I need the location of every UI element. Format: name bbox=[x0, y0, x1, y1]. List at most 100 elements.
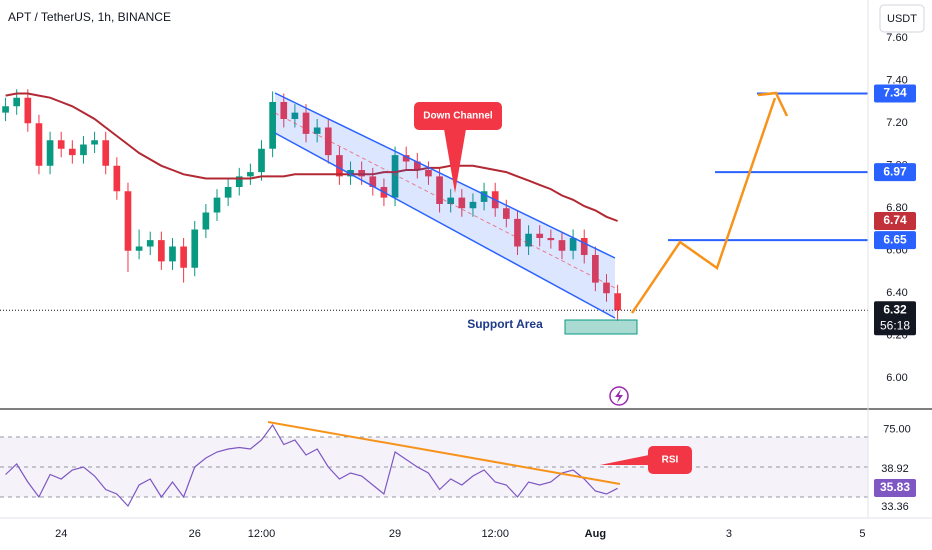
candle-body bbox=[13, 97, 21, 107]
value-tag-box bbox=[874, 478, 916, 497]
candle-body bbox=[558, 240, 566, 251]
channel-upper bbox=[274, 92, 616, 259]
candle-body bbox=[191, 229, 199, 268]
candle-body bbox=[169, 246, 176, 262]
price-label-box bbox=[874, 231, 916, 250]
candle-body bbox=[180, 246, 187, 268]
value-tag: 35.83 bbox=[880, 480, 910, 494]
candle-body bbox=[369, 176, 377, 187]
plot-area bbox=[0, 89, 868, 508]
price-label-box bbox=[874, 84, 916, 103]
candle-body bbox=[580, 238, 588, 255]
y-tick-label: 6.80 bbox=[886, 202, 907, 214]
candle-body bbox=[113, 165, 121, 192]
y-tick-label: 6.40 bbox=[886, 287, 907, 299]
price-label-box bbox=[874, 212, 916, 230]
price-label-box bbox=[874, 301, 916, 336]
candle-body bbox=[614, 293, 621, 311]
candle-body bbox=[447, 197, 455, 204]
candle-body bbox=[313, 127, 321, 134]
rsi-line bbox=[5, 423, 618, 508]
candle-body bbox=[425, 170, 432, 177]
candle-body bbox=[569, 238, 577, 251]
value-tag: 38.92 bbox=[881, 463, 909, 475]
candle-body bbox=[258, 148, 265, 173]
candle-body bbox=[68, 148, 76, 156]
currency-button[interactable] bbox=[879, 4, 925, 33]
axes: 7.607.407.207.006.806.606.406.206.007.34… bbox=[55, 32, 916, 540]
annotation-bubble bbox=[648, 446, 692, 474]
candle-body bbox=[102, 140, 110, 166]
candle-body bbox=[146, 240, 154, 247]
channel-fill bbox=[275, 93, 615, 318]
annotation-pointer bbox=[600, 455, 649, 465]
candle-body bbox=[547, 238, 555, 241]
candle-body bbox=[224, 187, 232, 198]
moving-average bbox=[5, 92, 618, 222]
candle-body bbox=[402, 155, 410, 162]
y-tick-label: 6.00 bbox=[886, 372, 907, 384]
price-label: 7.34 bbox=[883, 86, 907, 100]
y-tick-label: 7.40 bbox=[886, 75, 907, 87]
x-tick-label: 5 bbox=[859, 528, 865, 540]
x-tick-label: Aug bbox=[585, 528, 606, 540]
candle-body bbox=[525, 233, 532, 247]
candle-body bbox=[135, 246, 143, 251]
projection-path bbox=[630, 97, 777, 314]
x-tick-label: 26 bbox=[189, 528, 201, 540]
y-tick-label: 7.60 bbox=[886, 32, 907, 44]
price-label: 6.32 bbox=[883, 302, 907, 316]
candle-body bbox=[158, 240, 165, 262]
annotation-bubble bbox=[414, 102, 502, 130]
candle-body bbox=[436, 176, 443, 204]
x-tick-label: 24 bbox=[55, 528, 67, 540]
candle-body bbox=[358, 170, 366, 177]
y-tick-label: 7.20 bbox=[886, 117, 907, 129]
candle-body bbox=[2, 106, 9, 113]
x-tick-label: 12:00 bbox=[481, 528, 509, 540]
candle-body bbox=[502, 208, 510, 219]
candle-body bbox=[213, 197, 221, 213]
candle-body bbox=[80, 144, 87, 156]
candle-body bbox=[91, 140, 98, 145]
annotation-text: Down Channel bbox=[423, 111, 493, 122]
candle-body bbox=[480, 191, 488, 202]
candle-body bbox=[391, 155, 399, 198]
candle-body bbox=[280, 102, 288, 119]
candle-body bbox=[46, 140, 54, 166]
annotation-text: RSI bbox=[662, 455, 679, 466]
candle-body bbox=[35, 123, 43, 166]
candle-body bbox=[347, 170, 354, 177]
candle-body bbox=[124, 191, 132, 251]
candle-body bbox=[592, 255, 599, 283]
candle-body bbox=[291, 112, 299, 119]
x-tick-label: 12:00 bbox=[248, 528, 276, 540]
value-tag: 33.36 bbox=[881, 501, 909, 513]
candle-body bbox=[458, 197, 466, 209]
x-tick-label: 29 bbox=[389, 528, 401, 540]
annotation-pointer bbox=[444, 129, 466, 193]
candle-body bbox=[235, 176, 243, 187]
countdown: 56:18 bbox=[880, 318, 910, 332]
projection-arrow bbox=[757, 91, 789, 117]
price-label: 6.65 bbox=[883, 232, 907, 246]
candle-body bbox=[247, 172, 254, 177]
candle-body bbox=[202, 212, 210, 230]
candle-body bbox=[57, 140, 65, 149]
candle-body bbox=[514, 218, 521, 247]
x-tick-label: 3 bbox=[726, 528, 732, 540]
rsi-trendline bbox=[267, 421, 621, 485]
price-label-box bbox=[874, 163, 916, 182]
price-label: 6.97 bbox=[883, 164, 907, 178]
candle-body bbox=[603, 282, 610, 294]
candle-body bbox=[336, 155, 343, 177]
event-icon-bolt bbox=[615, 389, 623, 403]
support-box bbox=[564, 319, 638, 335]
candle-body bbox=[469, 201, 477, 209]
candle-body bbox=[302, 112, 310, 134]
channel-mid bbox=[274, 112, 616, 289]
candle-body bbox=[24, 97, 32, 124]
candle-body bbox=[536, 233, 544, 238]
